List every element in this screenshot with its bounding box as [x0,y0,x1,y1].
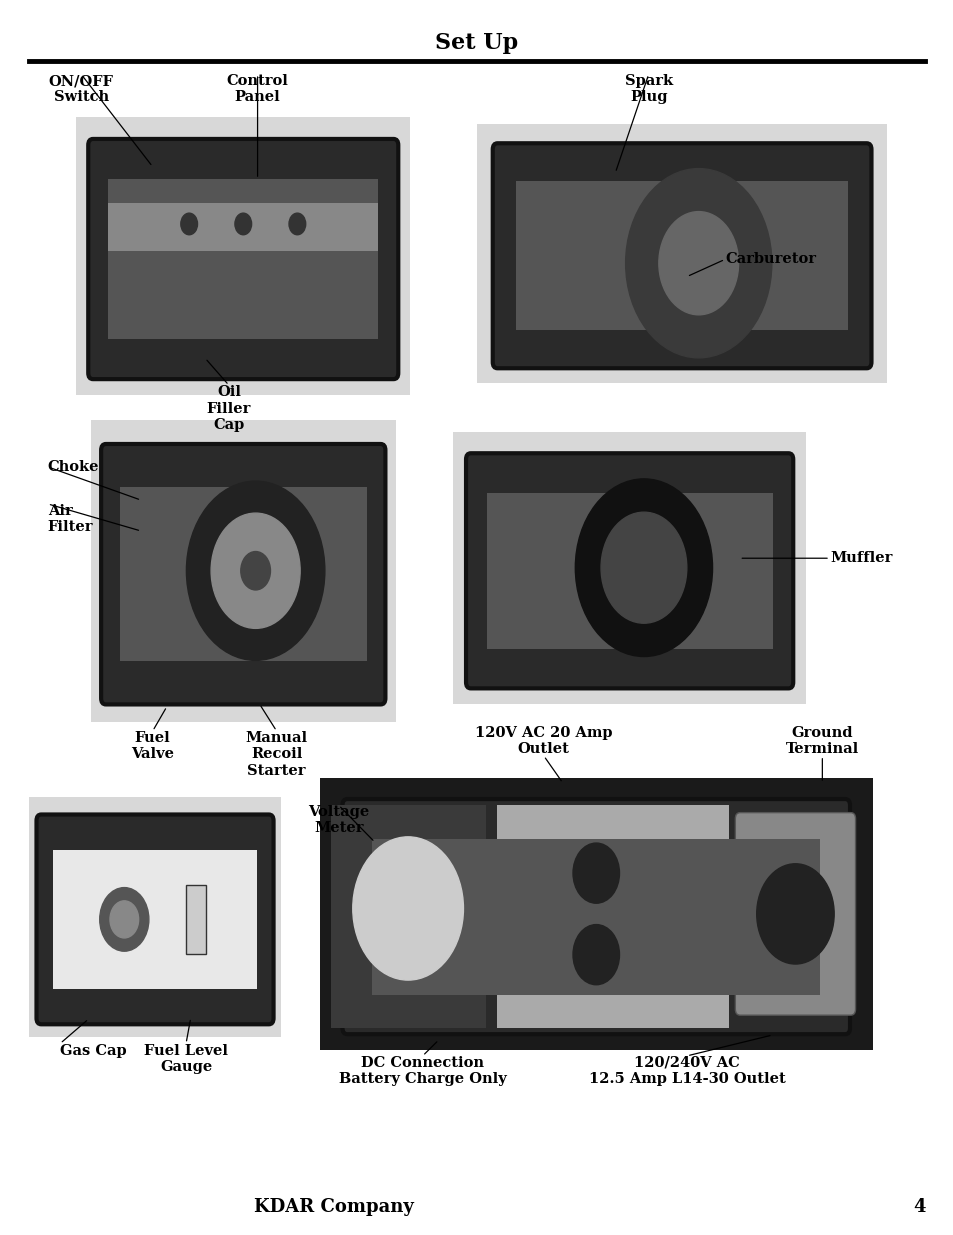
Text: DC Connection
Battery Charge Only: DC Connection Battery Charge Only [338,1056,506,1086]
Text: Gas Cap: Gas Cap [60,1044,127,1057]
FancyBboxPatch shape [101,445,385,704]
Circle shape [756,863,833,965]
FancyBboxPatch shape [36,815,274,1024]
Circle shape [573,844,618,903]
FancyBboxPatch shape [186,884,206,953]
FancyBboxPatch shape [342,799,849,1034]
Text: Oil
Filler
Cap: Oil Filler Cap [207,385,251,432]
FancyBboxPatch shape [88,140,398,379]
Circle shape [100,888,149,951]
Text: Ground
Terminal: Ground Terminal [785,726,858,756]
FancyBboxPatch shape [108,179,378,338]
Circle shape [110,900,138,937]
Circle shape [659,211,738,315]
Circle shape [575,479,712,657]
Circle shape [211,513,300,629]
Circle shape [353,837,463,981]
Text: Fuel Level
Gauge: Fuel Level Gauge [144,1044,228,1073]
Text: 120V AC 20 Amp
Outlet: 120V AC 20 Amp Outlet [475,726,612,756]
FancyBboxPatch shape [453,432,805,704]
FancyBboxPatch shape [497,805,728,1028]
FancyBboxPatch shape [52,850,257,988]
FancyBboxPatch shape [331,805,485,1028]
FancyBboxPatch shape [465,453,793,688]
Circle shape [240,552,271,590]
FancyBboxPatch shape [52,850,257,988]
Circle shape [600,513,686,624]
Text: Control
Panel: Control Panel [227,74,288,104]
Circle shape [234,214,252,235]
FancyBboxPatch shape [76,117,410,395]
FancyBboxPatch shape [486,493,772,648]
FancyBboxPatch shape [29,797,281,1037]
Text: Set Up: Set Up [435,32,518,54]
FancyBboxPatch shape [735,813,855,1015]
Text: Air
Filter: Air Filter [48,504,93,534]
Circle shape [573,925,618,984]
Text: KDAR Company: KDAR Company [253,1198,414,1215]
Text: Voltage
Meter: Voltage Meter [308,805,369,835]
Text: 120/240V AC
12.5 Amp L14-30 Outlet: 120/240V AC 12.5 Amp L14-30 Outlet [588,1056,784,1086]
Text: Muffler: Muffler [829,551,891,566]
FancyBboxPatch shape [119,488,367,661]
Text: Choke: Choke [48,459,99,474]
FancyBboxPatch shape [516,182,847,330]
Text: Carburetor: Carburetor [724,252,815,267]
FancyBboxPatch shape [492,143,871,368]
FancyBboxPatch shape [319,778,872,1050]
FancyBboxPatch shape [319,778,872,1050]
FancyBboxPatch shape [372,839,820,994]
Text: Fuel
Valve: Fuel Valve [131,731,174,761]
Text: Manual
Recoil
Starter: Manual Recoil Starter [245,731,308,778]
FancyBboxPatch shape [476,124,886,383]
FancyBboxPatch shape [91,420,395,722]
Circle shape [625,169,771,358]
Circle shape [186,482,325,661]
Circle shape [181,214,197,235]
Text: 4: 4 [912,1198,924,1215]
Circle shape [289,214,305,235]
FancyBboxPatch shape [108,204,378,251]
Text: ON/OFF
Switch: ON/OFF Switch [49,74,113,104]
Text: Spark
Plug: Spark Plug [624,74,672,104]
